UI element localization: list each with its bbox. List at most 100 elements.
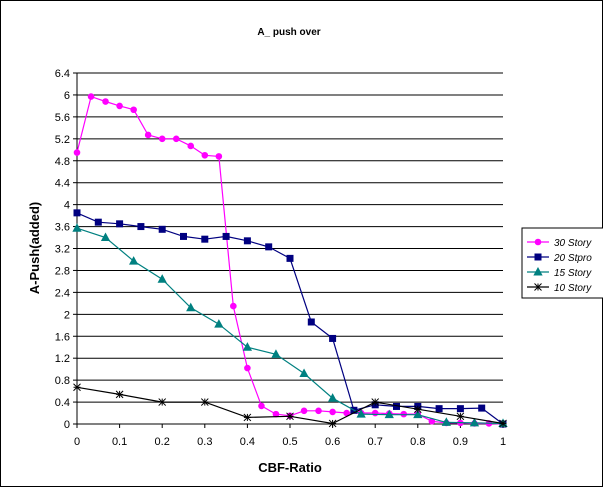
series-4-point xyxy=(371,398,380,406)
series-3-point xyxy=(129,256,139,265)
x-axis-title: CBF-Ratio xyxy=(258,460,322,475)
series-1-point xyxy=(73,149,81,156)
series-1-point xyxy=(87,93,95,100)
series-4-point xyxy=(200,398,209,406)
series-3-point xyxy=(469,417,480,427)
y-tick-label: 4 xyxy=(64,200,70,212)
y-tick-label: 2.8 xyxy=(55,265,70,277)
series-2-point xyxy=(265,243,273,251)
x-tick-label: 0.2 xyxy=(155,436,170,448)
x-tick-label: 0.1 xyxy=(112,436,127,448)
x-tick-label: 0.5 xyxy=(282,436,297,448)
series-2-point xyxy=(180,232,187,240)
y-tick-label: 3.6 xyxy=(55,222,70,234)
series-1-point xyxy=(329,408,336,416)
series-1-point xyxy=(201,151,209,159)
legend-label: 30 Story xyxy=(554,238,592,249)
star-marker-stroke xyxy=(243,413,252,422)
y-tick-label: 0.4 xyxy=(55,397,70,409)
series-4-point xyxy=(243,413,252,422)
series-3-point xyxy=(356,409,366,418)
series-3-point xyxy=(100,232,111,242)
y-tick-label: 3.2 xyxy=(55,244,70,256)
series-1-point xyxy=(315,407,322,415)
series-3-point xyxy=(384,409,394,419)
series-2-point xyxy=(456,405,464,413)
series-1-point xyxy=(230,302,237,310)
series-3-point xyxy=(72,223,82,232)
series-1-point xyxy=(102,98,109,105)
legend-marker xyxy=(534,253,542,261)
y-tick-label: 1.6 xyxy=(55,331,70,343)
y-axis-title: A-Push(added) xyxy=(27,202,42,294)
series-1-point xyxy=(158,135,166,143)
plot-area: 0 0.4 0.8 1.2 1.6 2 2.4 2.8 3.2 3.6 4 4.4 4.8 5.2 5.6 6… xyxy=(55,68,508,448)
star-marker-stroke xyxy=(115,390,124,399)
series-3-point xyxy=(242,342,253,351)
chart-title: A_ push over xyxy=(257,27,320,38)
series-3-point xyxy=(214,319,224,328)
star-marker-stroke xyxy=(371,398,380,406)
x-tick-label: 0.7 xyxy=(368,436,383,448)
series-2-point xyxy=(435,405,443,413)
star-marker-stroke xyxy=(413,405,422,414)
y-tick-label: 6.4 xyxy=(55,68,70,80)
y-tick-label: 4.8 xyxy=(55,156,70,168)
y-tick-label: 2 xyxy=(64,309,70,321)
series-1-point xyxy=(172,135,180,143)
series-3-line xyxy=(76,227,504,425)
series-2-point xyxy=(201,235,209,243)
series-3-point xyxy=(157,274,167,283)
series-2-point xyxy=(222,232,230,240)
series-2-point xyxy=(94,218,102,226)
y-tick-label: 5.6 xyxy=(55,112,70,124)
legend-label: 10 Story xyxy=(554,283,592,294)
star-marker-stroke xyxy=(456,412,465,421)
series-2-point xyxy=(243,237,251,245)
series-3-point xyxy=(271,349,281,358)
star-marker-stroke xyxy=(158,398,167,406)
star-marker-stroke xyxy=(73,383,81,392)
series-4-point xyxy=(413,405,422,414)
series-1-point xyxy=(144,131,152,139)
series-3-point xyxy=(441,417,451,426)
series-2-point xyxy=(158,225,166,233)
series-1-point xyxy=(215,153,223,160)
y-tick-label: 4.4 xyxy=(55,178,70,190)
series-1-point xyxy=(130,106,137,114)
series-3 xyxy=(72,223,508,427)
series-4-point xyxy=(115,390,124,399)
series-2-point xyxy=(329,334,337,342)
series-2-line xyxy=(76,212,504,425)
series-4-point xyxy=(456,412,465,421)
y-tick-label: 0 xyxy=(64,419,70,431)
legend-marker xyxy=(534,238,542,246)
x-tick-label: 0.8 xyxy=(410,436,425,448)
y-tick-label: 1.2 xyxy=(55,353,70,365)
series-4-point xyxy=(499,419,507,428)
y-tick-label: 6 xyxy=(64,90,70,102)
star-marker-stroke xyxy=(200,398,209,406)
series-4-point xyxy=(328,419,337,428)
series-4-point xyxy=(73,383,81,392)
x-tick-label: 1 xyxy=(500,436,506,448)
y-tick-label: 0.8 xyxy=(55,375,70,387)
legend-label: 20 Stpro xyxy=(553,253,592,264)
series-1-point xyxy=(258,402,265,410)
star-marker-stroke xyxy=(286,412,294,421)
series-2-point xyxy=(73,209,81,217)
x-tick-label: 0.4 xyxy=(240,436,255,448)
star-marker-stroke xyxy=(328,419,337,428)
series-4-point xyxy=(286,412,294,421)
x-tick-label: 0.3 xyxy=(197,436,212,448)
series-3-point xyxy=(299,368,309,378)
series-1-point xyxy=(187,142,195,150)
legend-marker xyxy=(534,283,542,291)
series-4-point xyxy=(158,398,167,406)
legend-label: 15 Story xyxy=(554,268,592,279)
series-2-point xyxy=(307,318,315,326)
series-2 xyxy=(73,209,507,428)
legend-marker xyxy=(533,266,543,276)
